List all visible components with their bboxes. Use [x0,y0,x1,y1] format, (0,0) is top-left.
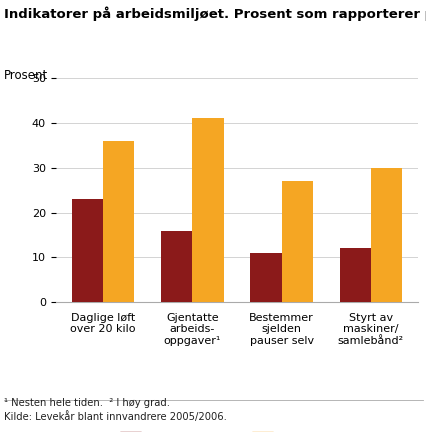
Bar [72,199,103,302]
Text: ¹ Nesten hele tiden.  ² I høy grad.: ¹ Nesten hele tiden. ² I høy grad. [4,398,170,408]
Bar [281,181,312,302]
Bar [250,253,281,302]
Bar [103,141,134,302]
Bar [370,168,401,302]
Bar [192,118,223,302]
Bar [161,231,192,302]
Text: Indikatorer på arbeidsmiljøet. Prosent som rapporterer problemer: Indikatorer på arbeidsmiljøet. Prosent s… [4,6,426,21]
Bar [339,248,370,302]
Text: Kilde: Levekår blant innvandrere 2005/2006.: Kilde: Levekår blant innvandrere 2005/20… [4,412,227,422]
Text: Prosent: Prosent [4,69,49,82]
